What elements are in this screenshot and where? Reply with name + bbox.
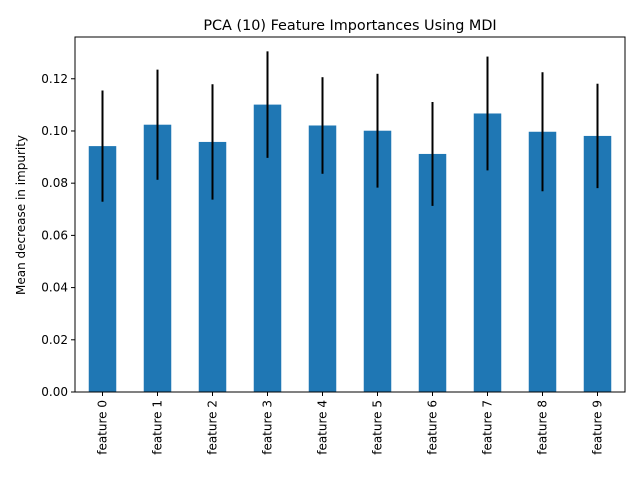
y-tick-label-5: 0.10 (41, 124, 68, 138)
y-axis-label: Mean decrease in impurity (14, 135, 28, 295)
chart-title: PCA (10) Feature Importances Using MDI (203, 18, 496, 34)
x-tick-label-2: feature 2 (206, 400, 220, 455)
y-tick-label-1: 0.02 (41, 333, 68, 347)
x-tick-label-8: feature 8 (536, 400, 550, 455)
x-tick-label-5: feature 5 (371, 400, 385, 455)
x-tick-label-0: feature 0 (96, 400, 110, 455)
x-tick-label-1: feature 1 (151, 400, 165, 455)
x-tick-label-4: feature 4 (316, 400, 330, 455)
plot-frame (74, 36, 626, 393)
x-tick-label-9: feature 9 (591, 400, 605, 455)
x-tick-label-6: feature 6 (426, 400, 440, 455)
x-tick-label-3: feature 3 (261, 400, 275, 455)
x-tick-label-7: feature 7 (481, 400, 495, 455)
y-tick-label-2: 0.04 (41, 281, 68, 295)
y-tick-label-0: 0.00 (41, 385, 68, 399)
plot-area: 0.00 0.02 0.04 0.06 0.08 0.10 0.12 feature 0 fea… (41, 36, 626, 455)
y-tick-label-4: 0.08 (41, 176, 68, 190)
y-tick-label-3: 0.06 (41, 228, 68, 242)
y-tick-label-6: 0.12 (41, 72, 68, 86)
